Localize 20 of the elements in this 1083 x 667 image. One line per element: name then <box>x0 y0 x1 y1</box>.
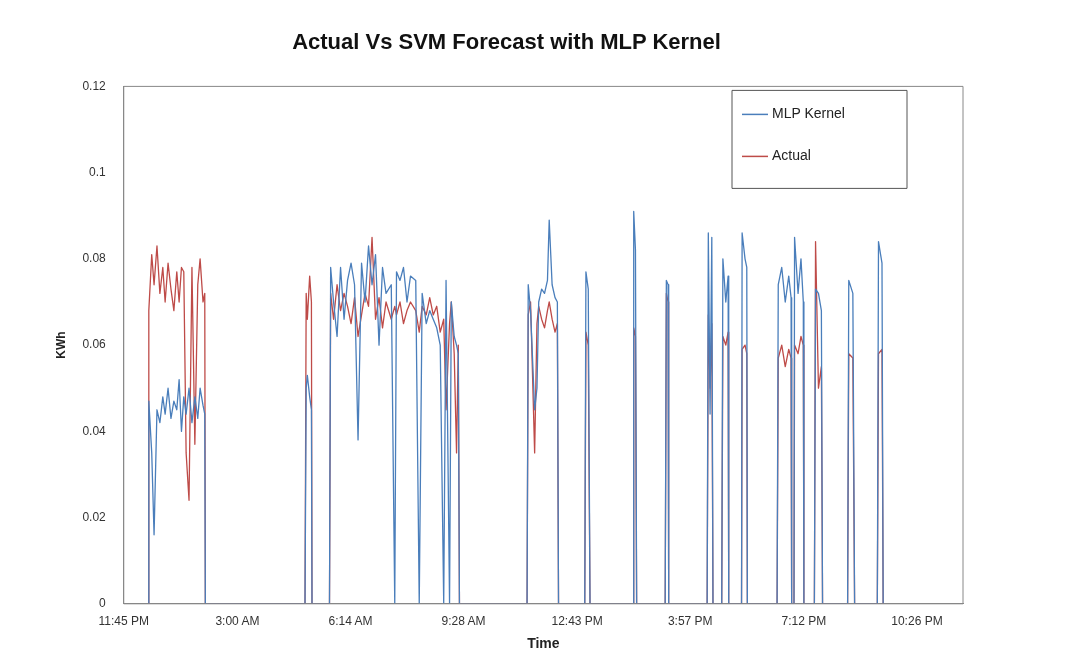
legend-label: Actual <box>772 147 811 164</box>
chart-title: Actual Vs SVM Forecast with MLP Kernel <box>292 29 721 55</box>
y-tick-label: 0.04 <box>82 423 107 438</box>
y-tick-label: 0.08 <box>82 251 107 266</box>
legend-label: MLP Kernel <box>772 105 845 122</box>
x-tick-label: 6:14 AM <box>328 614 373 629</box>
x-tick-label: 11:45 PM <box>98 614 149 629</box>
x-axis-title: Time <box>527 635 560 652</box>
x-tick-label: 7:12 PM <box>781 614 827 629</box>
x-tick-label: 3:57 PM <box>667 614 713 629</box>
y-tick-label: 0.12 <box>82 78 107 93</box>
y-tick-label: 0 <box>99 596 107 611</box>
x-tick-label: 9:28 AM <box>441 614 486 629</box>
x-tick-label: 10:26 PM <box>891 614 943 629</box>
x-tick-label: 3:00 AM <box>215 614 260 629</box>
y-tick-label: 0.1 <box>89 164 107 179</box>
y-tick-label: 0.06 <box>82 337 107 352</box>
y-tick-label: 0.02 <box>82 509 107 524</box>
y-axis-title: KWh <box>53 331 68 359</box>
x-tick-label: 12:43 PM <box>551 614 603 629</box>
